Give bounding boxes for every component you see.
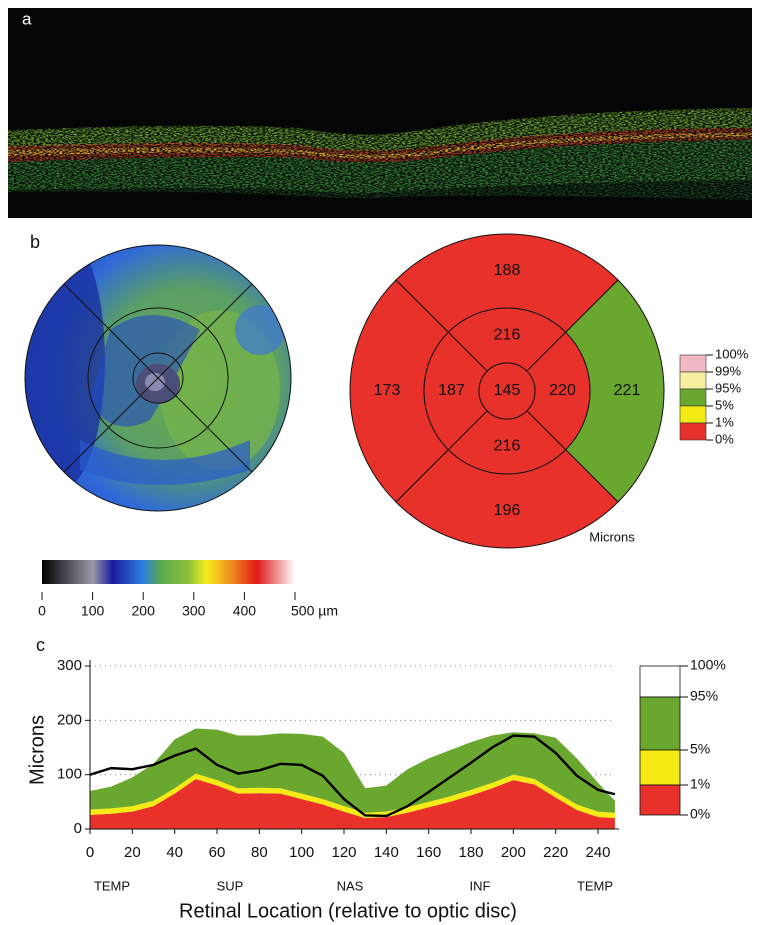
x-axis-title: Retinal Location (relative to optic disc… <box>179 900 517 922</box>
sector-value: 216 <box>494 327 521 344</box>
colorbar-tick-label: 100 <box>81 603 105 619</box>
x-tick-label: 140 <box>374 844 399 861</box>
legend-swatch <box>679 354 707 373</box>
band-area <box>90 728 615 813</box>
x-tick-label: 200 <box>501 844 526 861</box>
legend-label: 99% <box>715 363 741 378</box>
sector-value: 221 <box>614 382 641 399</box>
colorbar <box>42 560 295 584</box>
legend-label: 0% <box>690 806 710 822</box>
sector-value: 173 <box>374 382 401 399</box>
legend-label: 95% <box>715 380 741 395</box>
legend-label: 100% <box>715 346 749 361</box>
panel-label: c <box>36 635 45 655</box>
unit-label: Microns <box>589 529 635 544</box>
panel-label: a <box>22 9 32 28</box>
thickness-map <box>25 245 291 511</box>
x-tick-label: 120 <box>331 844 356 861</box>
legend-swatch <box>679 422 707 441</box>
y-tick-label: 200 <box>57 711 82 728</box>
legend-label: 100% <box>690 657 726 673</box>
region-label: TEMP <box>94 878 130 893</box>
region-label: TEMP <box>577 878 613 893</box>
legend-label: 0% <box>715 431 734 446</box>
center-sector <box>478 362 536 420</box>
thickness-map-grid <box>24 244 292 512</box>
legend-swatch <box>639 784 681 816</box>
x-tick-label: 240 <box>585 844 610 861</box>
x-tick-label: 40 <box>166 844 183 861</box>
sector-value: 145 <box>494 382 521 399</box>
x-tick-label: 160 <box>416 844 441 861</box>
y-tick-label: 0 <box>74 820 82 837</box>
sector-map: 188 221 196 173 216 220 216 187 145 <box>349 233 665 549</box>
legend-swatch <box>679 388 707 407</box>
x-tick-label: 60 <box>209 844 226 861</box>
x-tick-label: 0 <box>86 844 94 861</box>
sector-value: 187 <box>438 382 465 399</box>
legend-label: 95% <box>690 688 718 704</box>
colorbar-tick-label: 500 µm <box>291 603 338 619</box>
y-tick-label: 100 <box>57 766 82 783</box>
sector-value: 188 <box>494 262 521 279</box>
x-tick-label: 20 <box>124 844 141 861</box>
oct-scan: a <box>8 8 752 218</box>
band-area <box>90 779 615 829</box>
legend-label: 1% <box>690 776 710 792</box>
legend-label: 1% <box>715 414 734 429</box>
colorbar-tick-label: 0 <box>38 603 46 619</box>
colorbar-tick-label: 200 <box>132 603 156 619</box>
y-axis-title: Microns <box>26 715 48 785</box>
panel-label: b <box>30 232 40 252</box>
legend-label: 5% <box>715 397 734 412</box>
region-label: SUP <box>217 878 244 893</box>
y-tick-label: 300 <box>57 657 82 674</box>
measured-line <box>89 734 616 818</box>
legend-swatch <box>639 696 681 751</box>
sector-value: 220 <box>549 382 576 399</box>
band-area <box>90 773 615 819</box>
x-tick-label: 180 <box>458 844 483 861</box>
x-tick-label: 220 <box>543 844 568 861</box>
region-label: NAS <box>337 878 364 893</box>
sector-value: 196 <box>494 502 521 519</box>
colorbar-tick-label: 400 <box>233 603 257 619</box>
legend-swatch <box>679 371 707 390</box>
legend-swatch <box>639 665 681 698</box>
x-tick-label: 80 <box>251 844 268 861</box>
legend-label: 5% <box>690 741 710 757</box>
legend-swatch <box>679 405 707 424</box>
colorbar-tick-label: 300 <box>182 603 206 619</box>
x-tick-label: 100 <box>289 844 314 861</box>
legend-swatch <box>639 749 681 786</box>
region-label: INF <box>470 878 491 893</box>
sector-value: 216 <box>494 438 521 455</box>
